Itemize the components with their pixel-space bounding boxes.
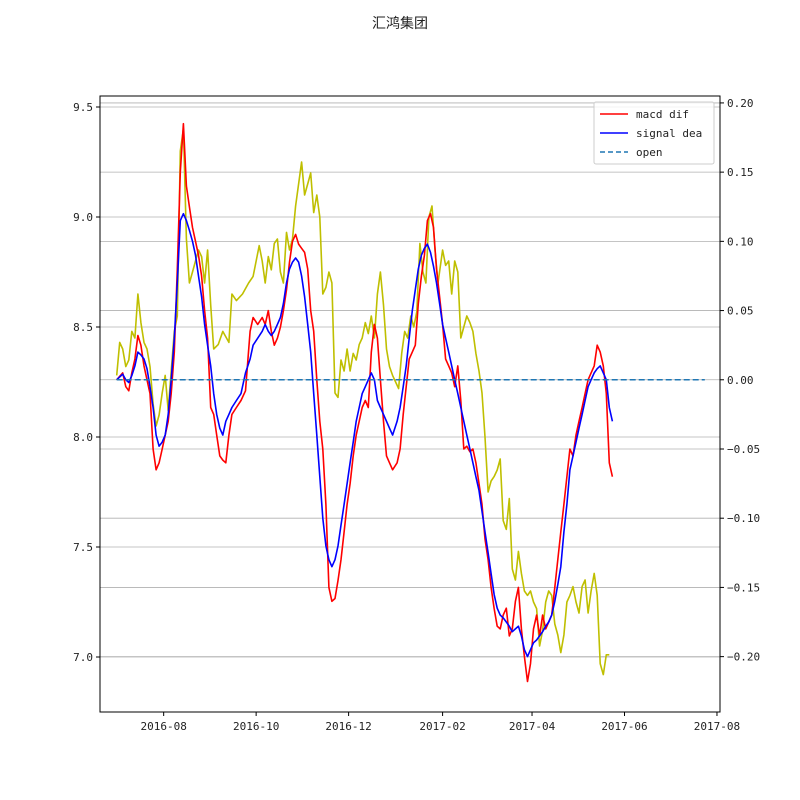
chart-title: 汇鸿集团: [372, 15, 428, 32]
x-axis: 2016-08 2016-10 2016-12 2017-02 2017-04 2017-…: [140, 712, 740, 733]
y-left-tick-label: 8.0: [73, 431, 93, 444]
y-left-tick-label: 9.0: [73, 211, 93, 224]
y-axis-right: −0.20 −0.15 −0.10 −0.05 0.00 0.05 0.10 0.15 0.20: [720, 97, 760, 664]
series-line-signal-dea: [116, 212, 614, 658]
x-tick-label: 2017-06: [601, 720, 647, 733]
y-right-tick-label: 0.10: [727, 235, 754, 248]
x-tick-label: 2016-10: [233, 720, 279, 733]
y-right-tick-label: −0.05: [727, 443, 760, 456]
y-left-tick-label: 7.0: [73, 651, 93, 664]
legend-frame: [593, 101, 715, 165]
series-line-macd-dif: [116, 122, 614, 683]
y-right-tick-label: 0.05: [727, 305, 754, 318]
x-tick-label: 2017-08: [694, 720, 740, 733]
y-right-tick-label: 0.15: [727, 166, 754, 179]
x-tick-label: 2017-04: [509, 720, 556, 733]
legend-label: macd dif: [636, 108, 689, 121]
x-tick-label: 2017-02: [419, 720, 465, 733]
legend-label: signal dea: [636, 127, 702, 140]
series-lines: [115, 122, 705, 683]
legend: macd dif signal dea open: [593, 101, 715, 165]
y-right-tick-label: 0.20: [727, 97, 754, 110]
y-left-tick-label: 9.5: [73, 101, 93, 114]
y-right-tick-label: 0.00: [727, 374, 754, 387]
series-line-price: [115, 128, 610, 676]
y-axis-left: 7.0 7.5 8.0 8.5 9.0 9.5: [73, 101, 100, 664]
legend-label: open: [636, 146, 663, 159]
x-tick-label: 2016-12: [325, 720, 371, 733]
plot-frame: [99, 95, 721, 713]
x-tick-label: 2016-08: [140, 720, 186, 733]
y-right-tick-label: −0.10: [727, 512, 760, 525]
y-left-tick-label: 8.5: [73, 321, 93, 334]
y-right-tick-label: −0.15: [727, 581, 760, 594]
y-right-tick-label: −0.20: [727, 651, 760, 664]
y-left-tick-label: 7.5: [73, 541, 93, 554]
